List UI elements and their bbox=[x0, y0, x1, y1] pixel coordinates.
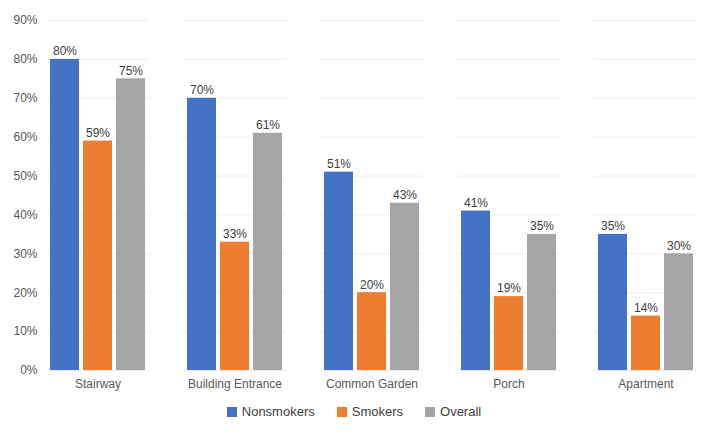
svg-text:20%: 20% bbox=[13, 286, 37, 300]
svg-text:51%: 51% bbox=[327, 157, 351, 171]
svg-text:14%: 14% bbox=[634, 301, 658, 315]
svg-text:61%: 61% bbox=[256, 118, 280, 132]
svg-text:Common Garden: Common Garden bbox=[326, 377, 418, 391]
svg-text:30%: 30% bbox=[13, 247, 37, 261]
svg-text:Stairway: Stairway bbox=[75, 377, 121, 391]
svg-text:90%: 90% bbox=[13, 13, 37, 27]
svg-text:60%: 60% bbox=[13, 130, 37, 144]
svg-text:43%: 43% bbox=[393, 188, 417, 202]
svg-text:41%: 41% bbox=[464, 196, 488, 210]
svg-text:20%: 20% bbox=[360, 278, 384, 292]
svg-text:33%: 33% bbox=[223, 227, 247, 241]
svg-text:70%: 70% bbox=[13, 91, 37, 105]
svg-text:Porch: Porch bbox=[493, 377, 524, 391]
svg-text:Building Entrance: Building Entrance bbox=[188, 377, 282, 391]
svg-text:35%: 35% bbox=[530, 219, 554, 233]
svg-text:10%: 10% bbox=[13, 324, 37, 338]
svg-text:50%: 50% bbox=[13, 169, 37, 183]
html-text:Nonsmokers: Nonsmokers bbox=[241, 404, 315, 419]
svg-text:59%: 59% bbox=[86, 126, 110, 140]
svg-text:35%: 35% bbox=[601, 219, 625, 233]
svg-text:40%: 40% bbox=[13, 208, 37, 222]
svg-text:80%: 80% bbox=[13, 52, 37, 66]
html-text:Overall: Overall bbox=[440, 404, 482, 419]
svg-text:30%: 30% bbox=[667, 239, 691, 253]
svg-text:80%: 80% bbox=[53, 44, 77, 58]
svg-text:Apartment: Apartment bbox=[618, 377, 674, 391]
svg-text:75%: 75% bbox=[119, 64, 143, 78]
svg-text:0%: 0% bbox=[20, 363, 38, 377]
svg-text:19%: 19% bbox=[497, 281, 521, 295]
html-text:Smokers: Smokers bbox=[351, 404, 403, 419]
svg-text:70%: 70% bbox=[190, 83, 214, 97]
